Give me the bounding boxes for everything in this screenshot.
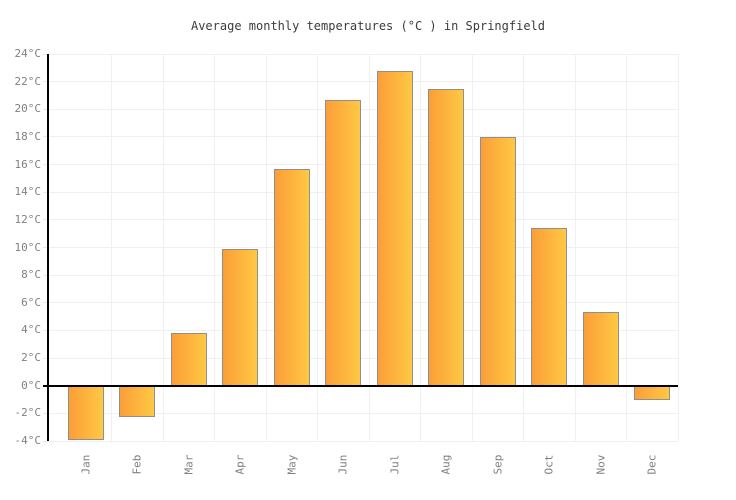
x-gridline (677, 54, 679, 441)
bar-may (273, 168, 310, 387)
y-axis-label: 20°C (14, 102, 42, 116)
x-axis-label: May (275, 446, 309, 482)
x-gridline (523, 54, 524, 441)
y-tick (43, 302, 48, 304)
y-axis-label: 16°C (14, 157, 42, 171)
bar-jan (67, 384, 104, 440)
x-axis-label: Jun (326, 446, 360, 482)
y-gridline (48, 164, 678, 166)
x-axis-label-text: Mar (182, 454, 196, 474)
y-axis-label: 2°C (21, 351, 41, 365)
x-axis-label: Aug (429, 446, 463, 482)
y-tick (43, 136, 48, 138)
x-gridline (111, 54, 112, 441)
x-axis-label: Dec (635, 446, 669, 482)
x-gridline (214, 54, 215, 441)
y-axis-label: 0°C (21, 378, 41, 392)
x-gridline (574, 54, 576, 441)
x-axis-label-text: Apr (233, 454, 247, 474)
y-axis-label: -2°C (14, 406, 42, 420)
y-tick (43, 247, 48, 248)
bar-mar (170, 333, 207, 387)
bar-jun (325, 99, 362, 387)
y-tick (43, 81, 48, 83)
x-axis-label: Sep (481, 446, 515, 482)
x-axis-label: Jan (69, 446, 103, 482)
y-tick (43, 274, 48, 276)
bar-jul (376, 70, 413, 387)
bar-nov (582, 312, 619, 387)
x-gridline (368, 54, 370, 441)
y-tick (43, 329, 48, 331)
x-axis-label: Nov (584, 446, 618, 482)
bar-dec (634, 384, 671, 400)
x-axis-label: Oct (532, 446, 566, 482)
x-gridline (162, 54, 164, 441)
y-gridline (48, 274, 678, 276)
x-axis-label-text: Jan (79, 454, 93, 474)
y-gridline (48, 81, 678, 83)
x-axis-label-text: Aug (439, 454, 453, 474)
y-axis-label: 24°C (14, 47, 42, 60)
y-gridline (48, 219, 678, 221)
bar-aug (428, 88, 465, 387)
x-axis-label: Feb (120, 446, 154, 482)
x-axis-label-text: Feb (130, 454, 144, 474)
y-tick (43, 219, 48, 221)
y-axis-line (47, 54, 49, 441)
chart-title: Average monthly temperatures (°C ) in Sp… (190, 19, 545, 33)
y-gridline (48, 440, 678, 442)
y-axis-label: 18°C (14, 129, 42, 143)
y-gridline (48, 191, 678, 193)
x-gridline (265, 54, 267, 441)
y-axis-label: 22°C (14, 74, 42, 88)
y-axis-label: 6°C (21, 295, 41, 309)
y-axis-label: 10°C (14, 240, 42, 254)
y-gridline (48, 53, 678, 55)
bar-sep (479, 136, 516, 387)
y-gridline (48, 302, 678, 304)
bar-apr (222, 248, 259, 387)
x-axis-label-text: Oct (542, 454, 556, 474)
y-gridline (48, 357, 678, 359)
y-tick (43, 164, 48, 166)
x-gridline (471, 54, 473, 441)
y-axis-label: 14°C (14, 185, 42, 199)
y-tick (43, 412, 48, 414)
y-gridline (48, 329, 678, 331)
x-axis-label-text: Dec (645, 454, 659, 474)
x-gridline (420, 54, 421, 441)
y-tick (43, 357, 48, 359)
x-axis-label-text: Jul (388, 454, 402, 474)
x-axis-label-text: Jun (336, 454, 350, 474)
y-axis-label: 12°C (14, 212, 42, 226)
y-axis-label: 8°C (21, 268, 41, 282)
y-tick (43, 53, 48, 55)
x-axis-label: Apr (223, 446, 257, 482)
y-tick (43, 440, 48, 442)
y-tick (43, 108, 48, 110)
x-gridline (317, 54, 318, 441)
y-gridline (48, 247, 678, 248)
bar-oct (531, 228, 568, 387)
y-tick (43, 191, 48, 193)
y-gridline (48, 108, 678, 110)
x-axis-label: Mar (172, 446, 206, 482)
x-axis-label: Jul (378, 446, 412, 482)
bar-feb (119, 384, 156, 418)
y-axis-label: 4°C (21, 323, 41, 337)
x-axis-label-text: Nov (594, 454, 608, 474)
y-axis-label: -4°C (14, 434, 42, 447)
y-gridline (48, 136, 678, 138)
x-axis-label-text: May (285, 454, 299, 474)
x-gridline (626, 54, 627, 441)
x-axis-label-text: Sep (491, 454, 505, 474)
y-gridline (48, 412, 678, 414)
zero-line (43, 384, 678, 387)
